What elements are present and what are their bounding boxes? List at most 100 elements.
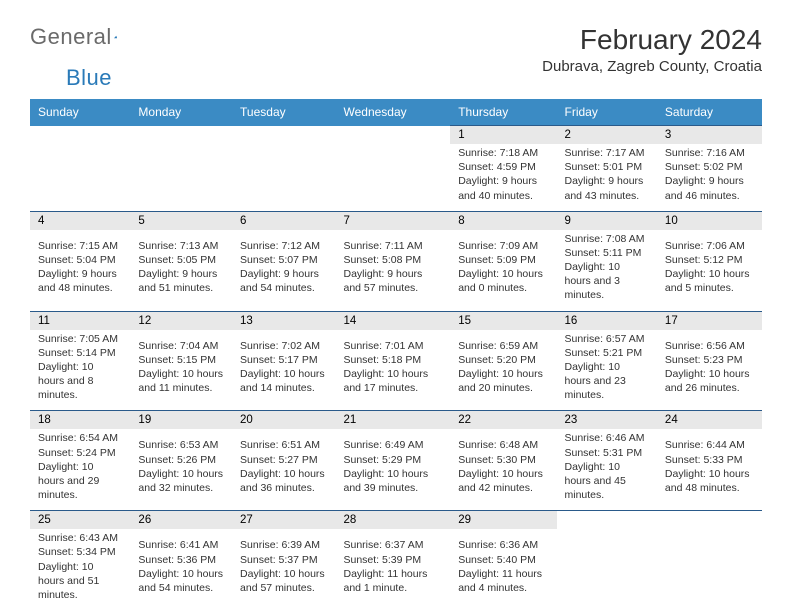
daylight-text: Daylight: 10 hours and 42 minutes.	[458, 467, 548, 495]
weekday-sunday: Sunday	[30, 99, 130, 126]
day-number-cell: 4	[30, 211, 130, 230]
day-content-cell: Sunrise: 6:41 AMSunset: 5:36 PMDaylight:…	[130, 529, 232, 610]
day-number-cell: 23	[557, 411, 657, 430]
calendar-body: 123 Sunrise: 7:18 AMSunset: 4:59 PMDayli…	[30, 126, 762, 611]
day-number-cell: 21	[335, 411, 450, 430]
daylight-text: Daylight: 10 hours and 36 minutes.	[240, 467, 327, 495]
day-number-cell: 9	[557, 211, 657, 230]
day-number-cell: 29	[450, 511, 556, 530]
day-number-cell: 11	[30, 311, 130, 330]
day-number-cell: 25	[30, 511, 130, 530]
day-number-cell	[335, 126, 450, 145]
daylight-text: Daylight: 10 hours and 45 minutes.	[565, 460, 649, 503]
sunrise-text: Sunrise: 7:13 AM	[138, 239, 224, 253]
day-content-cell: Sunrise: 6:51 AMSunset: 5:27 PMDaylight:…	[232, 429, 335, 510]
daylight-text: Daylight: 9 hours and 57 minutes.	[343, 267, 442, 295]
day-number-cell: 17	[657, 311, 762, 330]
sunset-text: Sunset: 5:31 PM	[565, 446, 649, 460]
day-number-cell: 15	[450, 311, 556, 330]
day-content-cell: Sunrise: 6:44 AMSunset: 5:33 PMDaylight:…	[657, 429, 762, 510]
daylight-text: Daylight: 10 hours and 11 minutes.	[138, 367, 224, 395]
weekday-friday: Friday	[557, 99, 657, 126]
sunrise-text: Sunrise: 7:06 AM	[665, 239, 754, 253]
day-number-cell: 12	[130, 311, 232, 330]
sunrise-text: Sunrise: 6:36 AM	[458, 538, 548, 552]
week-4-content: Sunrise: 6:43 AMSunset: 5:34 PMDaylight:…	[30, 529, 762, 610]
sunset-text: Sunset: 5:02 PM	[665, 160, 754, 174]
sunset-text: Sunset: 5:36 PM	[138, 553, 224, 567]
day-number-cell: 13	[232, 311, 335, 330]
weekday-wednesday: Wednesday	[335, 99, 450, 126]
sunrise-text: Sunrise: 7:15 AM	[38, 239, 122, 253]
sunset-text: Sunset: 5:29 PM	[343, 453, 442, 467]
week-4-numbers: 2526272829	[30, 511, 762, 530]
logo-text-blue: Blue	[66, 65, 112, 90]
day-content-cell: Sunrise: 7:17 AMSunset: 5:01 PMDaylight:…	[557, 144, 657, 211]
day-content-cell: Sunrise: 7:01 AMSunset: 5:18 PMDaylight:…	[335, 330, 450, 411]
day-number-cell: 20	[232, 411, 335, 430]
day-number-cell: 3	[657, 126, 762, 145]
sunset-text: Sunset: 5:12 PM	[665, 253, 754, 267]
day-content-cell: Sunrise: 7:08 AMSunset: 5:11 PMDaylight:…	[557, 230, 657, 311]
daylight-text: Daylight: 10 hours and 29 minutes.	[38, 460, 122, 503]
week-1-numbers: 45678910	[30, 211, 762, 230]
sunrise-text: Sunrise: 7:01 AM	[343, 339, 442, 353]
sunset-text: Sunset: 5:11 PM	[565, 246, 649, 260]
week-1-content: Sunrise: 7:15 AMSunset: 5:04 PMDaylight:…	[30, 230, 762, 311]
sunrise-text: Sunrise: 6:49 AM	[343, 438, 442, 452]
daylight-text: Daylight: 10 hours and 54 minutes.	[138, 567, 224, 595]
day-content-cell: Sunrise: 6:46 AMSunset: 5:31 PMDaylight:…	[557, 429, 657, 510]
sunrise-text: Sunrise: 6:37 AM	[343, 538, 442, 552]
sunset-text: Sunset: 5:21 PM	[565, 346, 649, 360]
day-number-cell: 28	[335, 511, 450, 530]
day-number-cell: 14	[335, 311, 450, 330]
day-content-cell	[130, 144, 232, 211]
sunset-text: Sunset: 5:17 PM	[240, 353, 327, 367]
sunset-text: Sunset: 5:37 PM	[240, 553, 327, 567]
day-number-cell: 7	[335, 211, 450, 230]
sunrise-text: Sunrise: 6:43 AM	[38, 531, 122, 545]
day-content-cell: Sunrise: 6:57 AMSunset: 5:21 PMDaylight:…	[557, 330, 657, 411]
day-content-cell: Sunrise: 6:59 AMSunset: 5:20 PMDaylight:…	[450, 330, 556, 411]
day-content-cell: Sunrise: 6:54 AMSunset: 5:24 PMDaylight:…	[30, 429, 130, 510]
day-number-cell: 26	[130, 511, 232, 530]
daylight-text: Daylight: 10 hours and 20 minutes.	[458, 367, 548, 395]
day-content-cell: Sunrise: 6:56 AMSunset: 5:23 PMDaylight:…	[657, 330, 762, 411]
day-number-cell: 10	[657, 211, 762, 230]
sunrise-text: Sunrise: 6:53 AM	[138, 438, 224, 452]
sunset-text: Sunset: 5:14 PM	[38, 346, 122, 360]
sunset-text: Sunset: 5:26 PM	[138, 453, 224, 467]
daylight-text: Daylight: 10 hours and 32 minutes.	[138, 467, 224, 495]
day-number-cell	[130, 126, 232, 145]
day-number-cell	[657, 511, 762, 530]
day-content-cell	[30, 144, 130, 211]
daylight-text: Daylight: 11 hours and 1 minute.	[343, 567, 442, 595]
day-number-cell: 2	[557, 126, 657, 145]
daylight-text: Daylight: 9 hours and 46 minutes.	[665, 174, 754, 202]
daylight-text: Daylight: 10 hours and 48 minutes.	[665, 467, 754, 495]
day-content-cell: Sunrise: 7:06 AMSunset: 5:12 PMDaylight:…	[657, 230, 762, 311]
daylight-text: Daylight: 9 hours and 54 minutes.	[240, 267, 327, 295]
sunrise-text: Sunrise: 6:41 AM	[138, 538, 224, 552]
daylight-text: Daylight: 9 hours and 48 minutes.	[38, 267, 122, 295]
week-2-content: Sunrise: 7:05 AMSunset: 5:14 PM Daylight:…	[30, 330, 762, 411]
sunset-text: Sunset: 5:04 PM	[38, 253, 122, 267]
weekday-tuesday: Tuesday	[232, 99, 335, 126]
day-content-cell: Sunrise: 7:16 AMSunset: 5:02 PMDaylight:…	[657, 144, 762, 211]
day-content-cell: Sunrise: 6:49 AMSunset: 5:29 PMDaylight:…	[335, 429, 450, 510]
sunrise-text: Sunrise: 7:05 AM	[38, 332, 122, 346]
day-content-cell: Sunrise: 7:02 AMSunset: 5:17 PMDaylight:…	[232, 330, 335, 411]
day-content-cell: Sunrise: 7:13 AMSunset: 5:05 PMDaylight:…	[130, 230, 232, 311]
day-content-cell: Sunrise: 7:04 AMSunset: 5:15 PMDaylight:…	[130, 330, 232, 411]
day-number-cell: 27	[232, 511, 335, 530]
day-content-cell: Sunrise: 6:43 AMSunset: 5:34 PMDaylight:…	[30, 529, 130, 610]
day-content-cell: Sunrise: 6:39 AMSunset: 5:37 PMDaylight:…	[232, 529, 335, 610]
week-3-content: Sunrise: 6:54 AMSunset: 5:24 PMDaylight:…	[30, 429, 762, 510]
sunrise-text: Sunrise: 6:51 AM	[240, 438, 327, 452]
week-0-numbers: 123	[30, 126, 762, 145]
sunset-text: Sunset: 5:30 PM	[458, 453, 548, 467]
day-content-cell: Sunrise: 7:18 AMSunset: 4:59 PMDaylight:…	[450, 144, 556, 211]
sunrise-text: Sunrise: 7:04 AM	[138, 339, 224, 353]
sunrise-text: Sunrise: 7:16 AM	[665, 146, 754, 160]
calendar-table: SundayMondayTuesdayWednesdayThursdayFrid…	[30, 99, 762, 610]
